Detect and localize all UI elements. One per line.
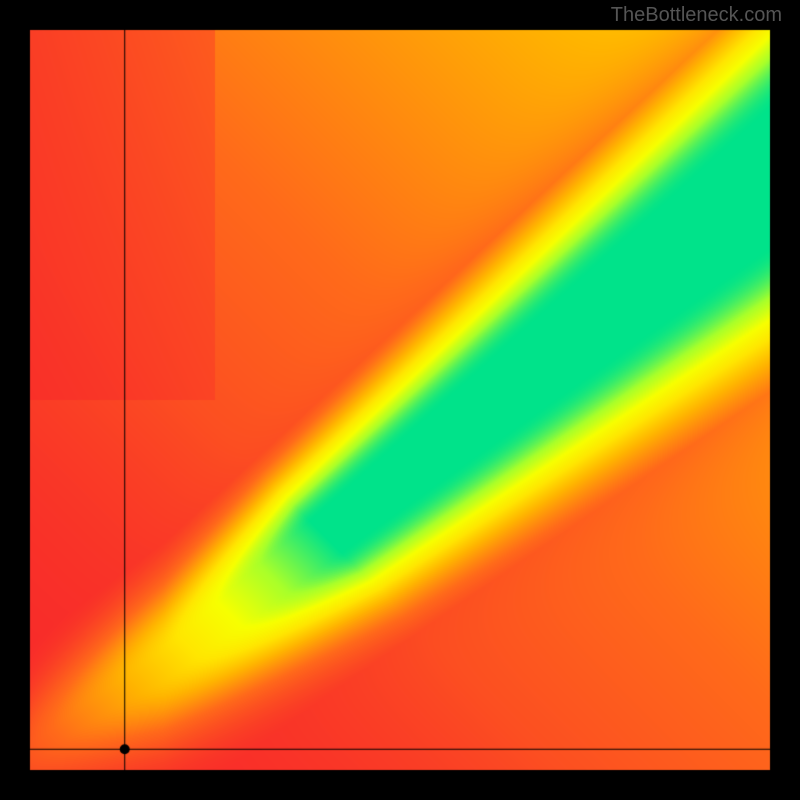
watermark-text: TheBottleneck.com — [611, 4, 782, 27]
bottleneck-heatmap — [0, 0, 800, 800]
